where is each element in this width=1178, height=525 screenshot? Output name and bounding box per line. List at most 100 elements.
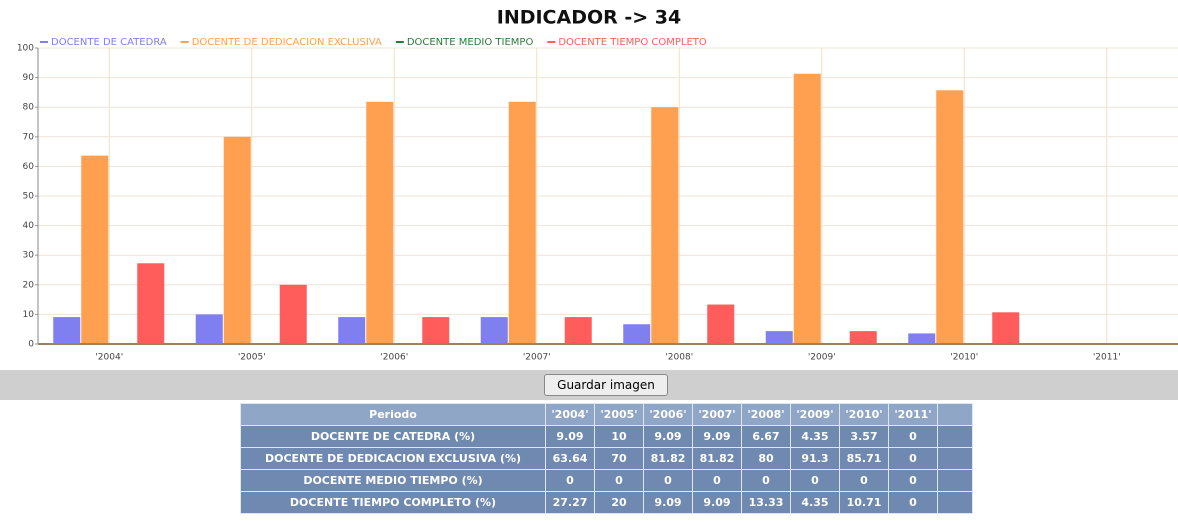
bar [53, 317, 81, 344]
table-row: DOCENTE DE CATEDRA (%) 9.09 10 9.09 9.09 6.67… [240, 425, 973, 448]
bar [623, 324, 651, 344]
header-cell: '2010' [839, 403, 889, 426]
bar [223, 136, 251, 344]
value-cell: 9.09 [643, 491, 693, 514]
value-cell: 4.35 [790, 425, 840, 448]
header-cell: '2007' [692, 403, 742, 426]
bar [508, 101, 536, 344]
x-tick-label: '2011' [1093, 353, 1121, 363]
value-cell: 0 [545, 469, 595, 492]
legend-label: DOCENTE TIEMPO COMPLETO [558, 37, 707, 48]
legend-label: DOCENTE MEDIO TIEMPO [407, 37, 534, 48]
header-cell: '2006' [643, 403, 693, 426]
value-cell: 81.82 [692, 447, 742, 470]
empty-cell [937, 403, 973, 426]
bar [137, 263, 165, 344]
bar [480, 317, 508, 344]
y-tick-label: 0 [28, 340, 34, 350]
empty-cell [937, 447, 973, 470]
empty-cell [937, 425, 973, 448]
bar [992, 312, 1020, 344]
value-cell: 9.09 [643, 425, 693, 448]
value-cell: 0 [888, 491, 938, 514]
value-cell: 63.64 [545, 447, 595, 470]
table-row: DOCENTE MEDIO TIEMPO (%) 0 0 0 0 0 0 0 0 [240, 469, 973, 492]
header-cell: '2005' [594, 403, 644, 426]
y-tick-label: 30 [23, 251, 35, 261]
y-tick-label: 60 [23, 162, 35, 172]
value-cell: 10 [594, 425, 644, 448]
header-cell: '2008' [741, 403, 791, 426]
x-tick-label: '2005' [238, 353, 266, 363]
table-row: DOCENTE DE DEDICACION EXCLUSIVA (%) 63.64… [240, 447, 973, 470]
value-cell: 70 [594, 447, 644, 470]
save-button[interactable]: Guardar imagen [544, 374, 668, 396]
row-label: DOCENTE DE CATEDRA (%) [240, 425, 546, 448]
y-tick-label: 80 [23, 103, 35, 113]
value-cell: 4.35 [790, 491, 840, 514]
y-tick-label: 100 [17, 44, 34, 54]
y-tick-label: 10 [23, 310, 35, 320]
value-cell: 91.3 [790, 447, 840, 470]
value-cell: 0 [643, 469, 693, 492]
bar [366, 101, 394, 344]
bar [651, 107, 679, 344]
value-cell: 0 [692, 469, 742, 492]
bar [195, 314, 223, 344]
value-cell: 9.09 [545, 425, 595, 448]
chart-title: INDICADOR -> 34 [497, 7, 682, 29]
header-cell: '2009' [790, 403, 840, 426]
value-cell: 6.67 [741, 425, 791, 448]
empty-cell [937, 491, 973, 514]
chart: INDICADOR -> 34 0 10 20 30 40 50 60 70 80 90 100 '2… [17, 7, 1178, 363]
value-cell: 10.71 [839, 491, 889, 514]
bar [765, 331, 793, 344]
y-tick-label: 50 [23, 192, 35, 202]
header-cell: '2011' [888, 403, 938, 426]
value-cell: 81.82 [643, 447, 693, 470]
legend-label: DOCENTE DE CATEDRA [51, 37, 167, 48]
bar [793, 73, 821, 344]
x-tick-label: '2007' [523, 353, 551, 363]
value-cell: 13.33 [741, 491, 791, 514]
row-label: DOCENTE DE DEDICACION EXCLUSIVA (%) [240, 447, 546, 470]
value-cell: 9.09 [692, 491, 742, 514]
x-tick-label: '2004' [95, 353, 123, 363]
x-tick-label: '2010' [950, 353, 978, 363]
row-label: DOCENTE TIEMPO COMPLETO (%) [240, 491, 546, 514]
header-cell: Periodo [240, 403, 546, 426]
legend-label: DOCENTE DE DEDICACION EXCLUSIVA [192, 37, 382, 48]
bar [849, 331, 877, 344]
value-cell: 0 [594, 469, 644, 492]
bar [707, 304, 735, 344]
value-cell: 0 [888, 469, 938, 492]
value-cell: 0 [790, 469, 840, 492]
y-tick-label: 70 [23, 132, 35, 142]
y-tick-label: 20 [23, 280, 35, 290]
value-cell: 0 [839, 469, 889, 492]
value-cell: 80 [741, 447, 791, 470]
value-cell: 27.27 [545, 491, 595, 514]
y-tick-label: 40 [23, 221, 35, 231]
table-row: DOCENTE TIEMPO COMPLETO (%) 27.27 20 9.09 9.… [240, 491, 973, 514]
value-cell: 20 [594, 491, 644, 514]
value-cell: 0 [888, 425, 938, 448]
data-table: Periodo '2004' '2005' '2006' '2007' '2008' '20… [240, 403, 973, 514]
value-cell: 0 [888, 447, 938, 470]
bar [279, 284, 307, 344]
value-cell: 0 [741, 469, 791, 492]
empty-cell [937, 469, 973, 492]
row-label: DOCENTE MEDIO TIEMPO (%) [240, 469, 546, 492]
header-cell: '2004' [545, 403, 595, 426]
bar [936, 90, 964, 344]
x-tick-label: '2008' [665, 353, 693, 363]
table-row: Periodo '2004' '2005' '2006' '2007' '2008' '20… [240, 403, 973, 426]
bar [338, 317, 366, 344]
bar [422, 317, 450, 344]
bar [908, 333, 936, 344]
y-tick-label: 90 [23, 73, 35, 83]
bar [564, 317, 592, 344]
x-tick-label: '2009' [808, 353, 836, 363]
x-tick-label: '2006' [380, 353, 408, 363]
